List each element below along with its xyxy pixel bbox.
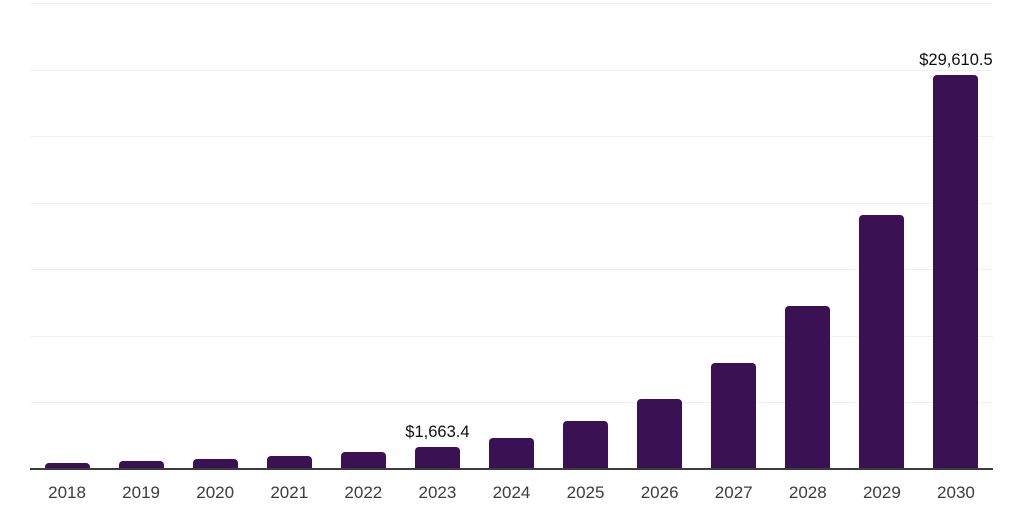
- x-tick-label-2030: 2030: [937, 483, 975, 502]
- gridline: [30, 202, 993, 204]
- bar-2021: [266, 456, 312, 469]
- bar-2023: [414, 447, 460, 469]
- x-tick-label-2021: 2021: [270, 483, 309, 502]
- bar-2027: [711, 363, 757, 469]
- x-tick-label-2018: 2018: [48, 483, 86, 502]
- gridline: [30, 69, 993, 71]
- x-tick-label-2024: 2024: [492, 483, 531, 502]
- x-tick-label-2027: 2027: [714, 483, 753, 502]
- bar-2026: [637, 399, 683, 469]
- bar-2030: [933, 75, 979, 469]
- bar-2019: [118, 461, 164, 469]
- bar-2018: [44, 463, 90, 469]
- x-tick-label-2019: 2019: [122, 483, 160, 502]
- bar-2024: [489, 438, 534, 469]
- bar-2022: [340, 452, 386, 469]
- x-tick-label-2023: 2023: [418, 483, 457, 502]
- x-tick-label-2029: 2029: [862, 483, 901, 502]
- x-axis-line: [30, 468, 993, 470]
- value-label-2023: $1,663.4: [405, 423, 470, 441]
- gridline: [30, 136, 993, 138]
- x-tick-label-2026: 2026: [640, 483, 679, 502]
- gridline: [30, 335, 993, 337]
- x-tick-label-2020: 2020: [196, 483, 235, 502]
- bar-2020: [192, 459, 238, 469]
- x-tick-label-2025: 2025: [566, 483, 605, 502]
- gridline: [30, 402, 993, 404]
- bar-2029: [859, 215, 905, 469]
- bar-2028: [785, 306, 831, 469]
- value-label-2030: $29,610.5: [919, 51, 993, 69]
- x-tick-label-2028: 2028: [788, 483, 827, 502]
- gridline: [30, 269, 993, 271]
- x-tick-label-2022: 2022: [344, 483, 383, 502]
- bar-2025: [563, 421, 609, 469]
- gridline: [30, 3, 993, 4]
